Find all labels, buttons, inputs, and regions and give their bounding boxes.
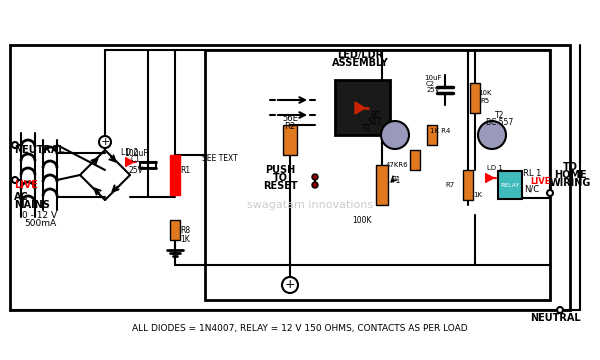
Bar: [410, 150, 420, 170]
Polygon shape: [486, 174, 494, 182]
Text: R5: R5: [481, 98, 490, 104]
Text: T1: T1: [362, 123, 371, 132]
Bar: [427, 125, 437, 145]
Text: SEE TEXT: SEE TEXT: [202, 153, 238, 162]
Text: 56E: 56E: [282, 113, 298, 122]
Text: LED/LDR: LED/LDR: [337, 50, 383, 60]
Bar: [463, 170, 473, 200]
Text: TO: TO: [272, 173, 287, 183]
Text: BC 557: BC 557: [487, 117, 514, 126]
Bar: [10, 45, 570, 310]
Text: ALL DIODES = 1N4007, RELAY = 12 V 150 OHMS, CONTACTS AS PER LOAD: ALL DIODES = 1N4007, RELAY = 12 V 150 OH…: [132, 324, 468, 333]
Text: 100uF: 100uF: [124, 149, 148, 158]
Text: +: +: [284, 279, 295, 292]
Text: TO: TO: [562, 162, 577, 172]
Bar: [335, 80, 390, 135]
Text: LIVE: LIVE: [530, 176, 550, 185]
Bar: [376, 165, 388, 205]
Text: R8: R8: [180, 225, 190, 234]
Text: ASSEMBLY: ASSEMBLY: [332, 58, 388, 68]
Text: 25V: 25V: [128, 166, 143, 175]
Bar: [283, 125, 297, 155]
Text: PUSH: PUSH: [265, 165, 295, 175]
Circle shape: [312, 182, 318, 188]
Text: HOME: HOME: [554, 170, 586, 180]
Bar: [470, 83, 480, 113]
Circle shape: [12, 142, 18, 148]
Bar: [205, 50, 550, 300]
Text: P1: P1: [391, 176, 401, 185]
Text: N/C: N/C: [524, 185, 539, 194]
Text: RL 1: RL 1: [523, 168, 541, 177]
Text: RELAY: RELAY: [500, 183, 520, 188]
Circle shape: [478, 121, 506, 149]
Text: BC: BC: [370, 111, 380, 120]
Text: 25V: 25V: [426, 87, 440, 93]
Circle shape: [557, 307, 563, 313]
Text: LD 1: LD 1: [487, 165, 503, 171]
Polygon shape: [126, 158, 134, 166]
Text: 10uF: 10uF: [424, 75, 442, 81]
Bar: [140, 162, 156, 168]
Text: 47KR6: 47KR6: [386, 162, 409, 168]
Text: LIVE: LIVE: [14, 180, 38, 190]
Bar: [170, 155, 180, 195]
Text: 1K R4: 1K R4: [430, 128, 450, 134]
Text: C2: C2: [425, 81, 434, 87]
Circle shape: [12, 177, 18, 183]
Text: R1: R1: [180, 166, 190, 175]
Circle shape: [312, 174, 318, 180]
Text: NEUTRAL: NEUTRAL: [530, 313, 580, 323]
Text: 0 - 12 V: 0 - 12 V: [22, 211, 58, 220]
Text: swagatam innovations: swagatam innovations: [247, 200, 373, 210]
Circle shape: [99, 136, 111, 148]
Text: LD 2: LD 2: [121, 148, 139, 157]
Text: NEUTRAL: NEUTRAL: [14, 145, 65, 155]
Bar: [498, 171, 522, 199]
Text: RESET: RESET: [263, 181, 298, 191]
Text: +: +: [100, 137, 110, 147]
Text: 100K: 100K: [352, 216, 372, 225]
Text: MAINS: MAINS: [14, 200, 50, 210]
Text: T2: T2: [496, 111, 505, 120]
Text: 1K: 1K: [473, 192, 482, 198]
Text: 1K: 1K: [180, 235, 190, 244]
Text: WIRING: WIRING: [550, 178, 590, 188]
Text: R2: R2: [284, 122, 296, 131]
Circle shape: [381, 121, 409, 149]
Circle shape: [282, 277, 298, 293]
Text: 10K: 10K: [478, 90, 492, 96]
Text: 547: 547: [368, 117, 382, 126]
Bar: [170, 220, 180, 240]
Circle shape: [547, 190, 553, 196]
Text: C1: C1: [131, 154, 141, 163]
Text: R7: R7: [445, 182, 455, 188]
Polygon shape: [355, 102, 365, 114]
Text: 500mA: 500mA: [24, 219, 56, 228]
Text: AC: AC: [14, 192, 29, 202]
